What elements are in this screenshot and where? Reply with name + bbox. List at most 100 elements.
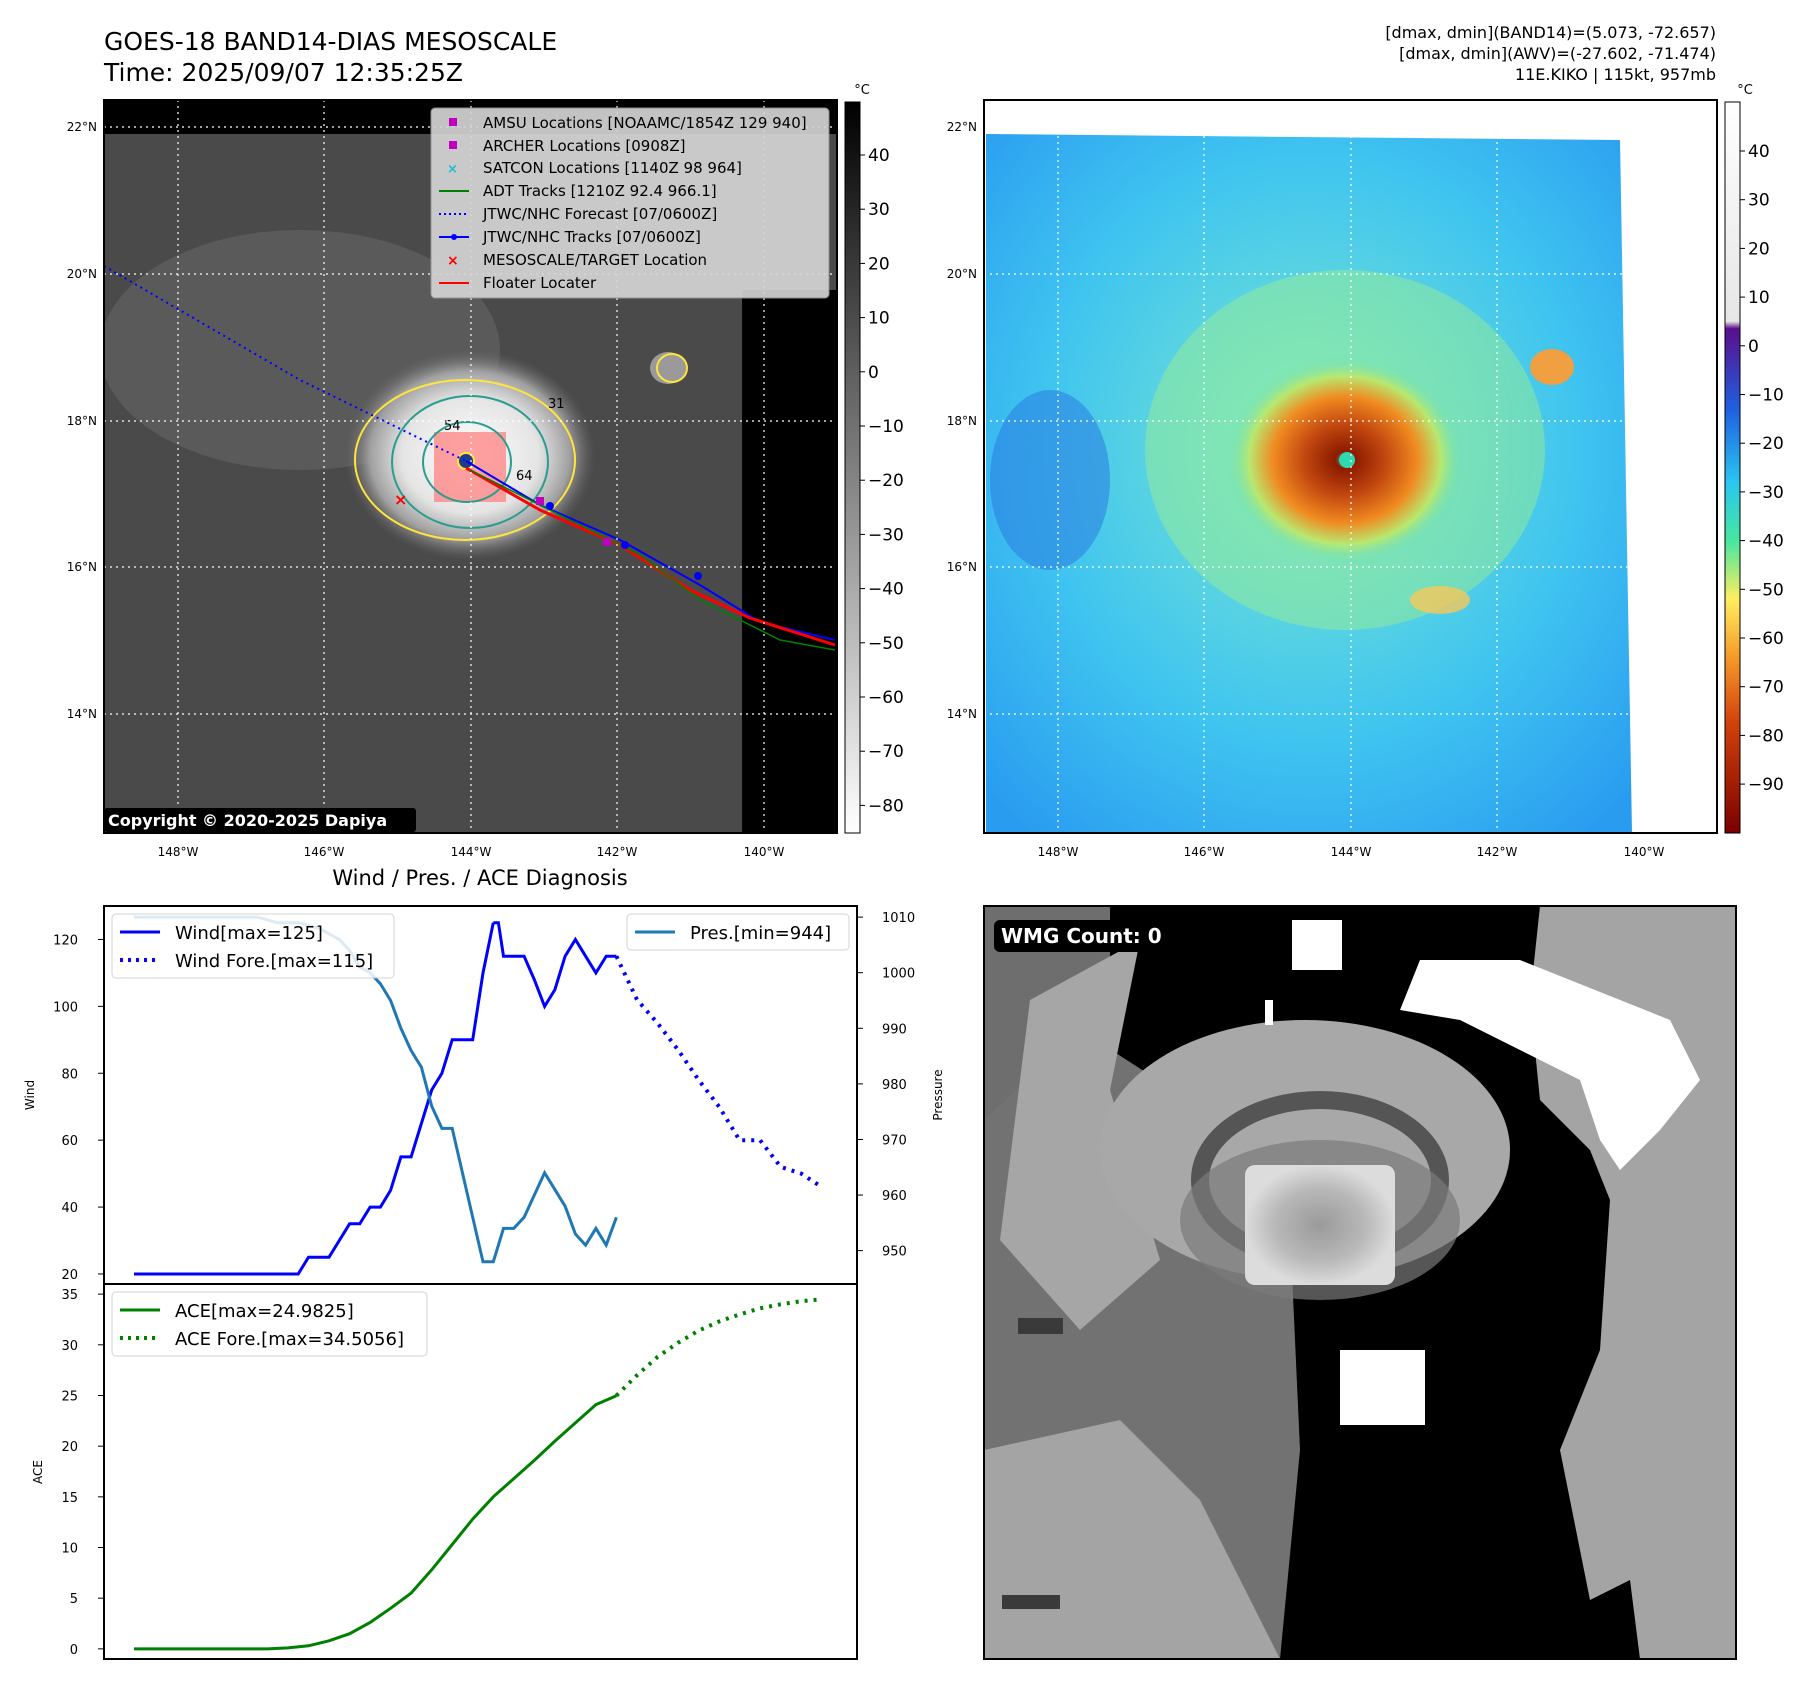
wind-ytick-label: 60 xyxy=(61,1134,78,1149)
wv-colorbar-tick-label: −30 xyxy=(1748,483,1784,503)
ir-colorbar: °C 40 30 20 10 0 −10 −20 −30 −40 −50 −60 −70 −80 xyxy=(844,83,904,834)
wmg-eye xyxy=(1245,1165,1395,1285)
wmg-white-region xyxy=(1292,920,1342,970)
ace-fore-legend-label: ACE Fore.[max=34.5056] xyxy=(175,1329,404,1350)
legend-marker-archer xyxy=(449,141,457,149)
storm-info-text: 11E.KIKO | 115kt, 957mb xyxy=(1515,65,1716,84)
ace-ytick-label: 35 xyxy=(61,1288,78,1303)
ir-contour-teal-inner xyxy=(422,421,512,503)
wv-colorbar-tick-label: −40 xyxy=(1748,532,1784,552)
wmg-count-label: WMG Count: 0 xyxy=(1001,924,1162,948)
wv-lon-label: 142°W xyxy=(1477,845,1518,859)
ir-colorbar-bar xyxy=(844,101,861,834)
ir-panel: 31 54 64 × xyxy=(67,83,904,859)
wv-colorbar-tick-label: 20 xyxy=(1748,239,1770,259)
pressure-legend-box xyxy=(626,913,850,951)
legend-item-satcon: SATCON Locations [1140Z 98 964] xyxy=(483,159,742,177)
wind-fore-legend-label: Wind Fore.[max=115] xyxy=(175,951,373,972)
ir-colorbar-tick-label: −80 xyxy=(868,796,904,816)
wind-axis-label: Wind xyxy=(23,1080,37,1110)
wv-lat-label: 22°N xyxy=(947,120,977,134)
ace-forecast-series-line xyxy=(614,1297,822,1398)
forecast-track-line xyxy=(104,265,467,462)
wmg-frame xyxy=(983,905,1737,1660)
ir-colorbar-tick-label: −70 xyxy=(868,742,904,762)
wv-colorbar-tick-label: 30 xyxy=(1748,191,1770,211)
wind-plot-frame xyxy=(103,905,858,1285)
wind-ytick-label: 120 xyxy=(53,933,78,948)
ir-frame xyxy=(103,99,838,834)
pressure-legend-label: Pres.[min=944] xyxy=(690,923,831,944)
wmg-white-region xyxy=(1265,1000,1273,1025)
ir-contour-yellow xyxy=(354,379,576,541)
wmg-dark-region xyxy=(1002,1595,1060,1609)
contour-label-31: 31 xyxy=(548,397,565,412)
ace-chart: 0 5 10 15 20 25 30 35 ACE ACE[max=24.9825] ACE … xyxy=(31,1283,858,1660)
ir-right-black-strip xyxy=(742,290,837,833)
legend-item-adt: ADT Tracks [1210Z 92.4 966.1] xyxy=(483,182,717,200)
wv-colorbar-tick-label: −20 xyxy=(1748,434,1784,454)
ir-lon-label: 144°W xyxy=(451,845,492,859)
wv-colorbar-unit: °C xyxy=(1737,83,1753,98)
contour-label-64: 64 xyxy=(516,469,533,484)
ir-contour-teal-outer xyxy=(391,395,549,529)
wv-colorbar-tick-label: −60 xyxy=(1748,629,1784,649)
figure-title-line2: Time: 2025/09/07 12:35:25Z xyxy=(103,58,463,87)
ir-colorbar-tick-label: 40 xyxy=(868,146,890,166)
wind-series-line xyxy=(493,921,617,1010)
wv-colorbar: °C 40 30 20 10 0 −10 −20 −30 −40 −50 −60 −70 −80 −90 xyxy=(1724,83,1784,834)
ir-contour-yellow-small xyxy=(656,353,688,383)
pressure-ytick-label: 960 xyxy=(882,1189,907,1204)
ace-ytick-label: 15 xyxy=(61,1491,78,1506)
dmax-band14-text: [dmax, dmin](BAND14)=(5.073, -72.657) xyxy=(1385,23,1716,42)
legend-item-tracks: JTWC/NHC Tracks [07/0600Z] xyxy=(482,228,701,246)
wv-lat-label: 14°N xyxy=(947,707,977,721)
wv-storm-eye xyxy=(1339,452,1355,468)
wv-lon-label: 140°W xyxy=(1624,845,1665,859)
wv-colorbar-tick-label: −80 xyxy=(1748,726,1784,746)
wind-ytick-label: 100 xyxy=(53,1000,78,1015)
wind-legend: Wind[max=125] Wind Fore.[max=115] xyxy=(111,913,395,979)
dmax-awv-text: [dmax, dmin](AWV)=(-27.602, -71.474) xyxy=(1399,44,1716,63)
ir-lat-label: 20°N xyxy=(67,267,97,281)
ir-legend: AMSU Locations [NOAAMC/1854Z 129 940] AR… xyxy=(430,107,830,299)
wmg-white-region xyxy=(1400,960,1700,1170)
wv-lat-label: 20°N xyxy=(947,267,977,281)
legend-marker-tracks-dot xyxy=(451,234,457,240)
legend-item-target: MESOSCALE/TARGET Location xyxy=(483,251,707,269)
ir-colorbar-tick-label: 20 xyxy=(868,254,890,274)
contour-label-54: 54 xyxy=(444,419,461,434)
ace-ytick-label: 25 xyxy=(61,1389,78,1404)
figure-title-line1: GOES-18 BAND14-DIAS MESOSCALE xyxy=(104,27,557,56)
pressure-ytick-label: 1010 xyxy=(882,911,915,926)
wv-colorbar-tick-label: 40 xyxy=(1748,142,1770,162)
wmg-white-region xyxy=(1340,1350,1425,1425)
wv-lat-label: 16°N xyxy=(947,560,977,574)
ir-colorbar-tick-label: 10 xyxy=(868,309,890,329)
ir-colorbar-tick-label: 30 xyxy=(868,200,890,220)
legend-item-amsu: AMSU Locations [NOAAMC/1854Z 129 940] xyxy=(483,114,807,132)
wv-small-cell xyxy=(1530,349,1574,385)
ace-legend-label: ACE[max=24.9825] xyxy=(175,1301,354,1322)
wv-colorbar-bar xyxy=(1724,101,1741,834)
wv-colorbar-tick-label: −70 xyxy=(1748,678,1784,698)
wind-ytick-label: 40 xyxy=(61,1201,78,1216)
ir-lon-label: 140°W xyxy=(744,845,785,859)
legend-marker-target: × xyxy=(447,253,459,269)
ir-lat-label: 16°N xyxy=(67,560,97,574)
ir-lon-label: 148°W xyxy=(158,845,199,859)
ace-ytick-label: 5 xyxy=(70,1592,78,1607)
wv-dry-region xyxy=(990,390,1110,570)
wv-colorbar-tick-label: −90 xyxy=(1748,775,1784,795)
wind-series-line xyxy=(134,922,495,1276)
legend-item-floater: Floater Locater xyxy=(483,274,597,292)
legend-item-archer: ARCHER Locations [0908Z] xyxy=(483,137,686,155)
wv-grid xyxy=(984,100,1717,833)
wmg-panel: WMG Count: 0 xyxy=(983,905,1737,1660)
ace-legend: ACE[max=24.9825] ACE Fore.[max=34.5056] xyxy=(111,1291,428,1357)
wv-lon-label: 144°W xyxy=(1331,845,1372,859)
legend-item-forecast: JTWC/NHC Forecast [07/0600Z] xyxy=(482,205,717,223)
wv-lon-label: 148°W xyxy=(1038,845,1079,859)
copyright-box xyxy=(104,808,416,832)
pressure-legend: Pres.[min=944] xyxy=(626,913,850,951)
